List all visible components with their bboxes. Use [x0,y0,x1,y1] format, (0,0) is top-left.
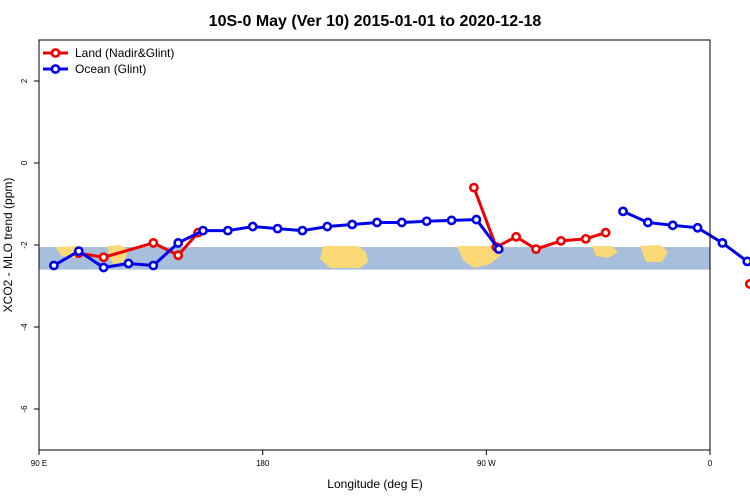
series-1-point-10 [297,225,308,236]
series-0-point-12 [744,279,750,289]
series-1-point-18 [493,244,504,254]
y-axis: 2 0 -2 -4 -6 [20,78,39,413]
series-1-point-24 [742,256,750,267]
series-1-point-16 [446,215,457,226]
series-1-point-7 [222,225,233,236]
y-tick-label-0: 2 [20,78,29,83]
y-tick-label-3: -4 [20,323,29,331]
legend-label-1: Ocean (Glint) [75,62,146,76]
legend-marker-0 [50,48,61,58]
x-tick-label-2: 90 W [477,459,496,468]
land-south-america [320,246,368,268]
series-0-point-2 [148,238,159,248]
series-1-point-19 [618,206,628,217]
y-tick-label-2: -2 [20,241,29,249]
series-0-point-10 [580,233,591,244]
series-1-point-12 [347,219,358,230]
series-1-point-6 [198,225,208,236]
series-1-point-0 [49,260,59,271]
legend: Land (Nadir&Glint) Ocean (Glint) [43,46,174,76]
series-1 [49,206,750,273]
series-1-point-13 [372,217,382,228]
series-1-point-17 [471,214,482,225]
x-axis-label: Longitude (deg E) [327,477,422,491]
series-1-point-1 [73,246,84,257]
legend-label-0: Land (Nadir&Glint) [75,46,174,60]
x-axis: 90 E 180 90 W 0 [31,450,713,468]
series-1-line-1 [622,210,750,266]
land-pacific-east [640,245,668,262]
x-tick-label-3: 0 [708,459,713,468]
series-1-point-2 [98,262,109,273]
series-0-point-8 [531,244,541,254]
series-1-point-8 [247,221,258,232]
series-1-point-22 [692,222,703,233]
series-1-point-3 [123,258,134,269]
chart-title: 10S-0 May (Ver 10) 2015-01-01 to 2020-12… [209,13,542,30]
series-0-point-11 [600,227,611,238]
series-1-point-9 [272,223,283,234]
y-tick-label-1: 0 [20,160,29,165]
series-1-point-15 [421,216,432,227]
series-0-point-9 [555,235,566,246]
x-tick-label-1: 180 [256,459,270,468]
series-1-point-4 [148,260,159,271]
series-layer [49,182,750,289]
land-layer [55,245,668,268]
y-axis-label: XCO2 - MLO trend (ppm) [1,178,15,313]
series-1-point-5 [173,238,184,248]
legend-marker-1 [50,64,61,74]
series-0-point-3 [173,250,184,261]
series-0-point-5 [469,182,479,193]
latitude-band [39,247,710,270]
x-tick-label-0: 90 E [31,459,47,468]
latitude-band-layer [39,247,710,270]
series-1-point-23 [717,238,728,248]
series-1-point-14 [396,217,407,228]
series-1-point-20 [642,217,653,228]
series-1-point-11 [322,221,333,232]
series-1-point-21 [667,220,678,231]
series-0-point-7 [511,231,522,242]
y-tick-label-4: -6 [20,405,29,413]
land-africa [457,246,506,268]
series-0-point-1 [98,252,109,263]
land-indonesia-east [592,246,618,258]
